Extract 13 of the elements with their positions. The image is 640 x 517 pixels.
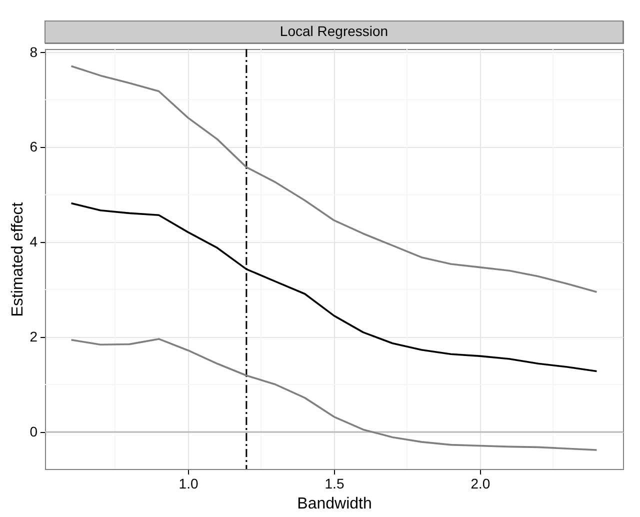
x-tick-label: 1.0 [178, 476, 198, 492]
x-axis-title: Bandwidth [297, 496, 372, 512]
x-tick-label: 1.5 [324, 476, 344, 492]
y-tick-label: 4 [30, 234, 38, 250]
x-tick-label: 2.0 [470, 476, 490, 492]
y-tick-label: 2 [30, 328, 38, 345]
chart-title: Local Regression [280, 23, 388, 39]
y-tick-label: 6 [30, 138, 38, 155]
y-tick-label: 0 [30, 423, 38, 440]
line-series [70, 65, 598, 293]
y-axis-title: Estimated effect [10, 202, 27, 317]
line-series [70, 338, 598, 451]
y-tick-label: 8 [30, 44, 38, 60]
